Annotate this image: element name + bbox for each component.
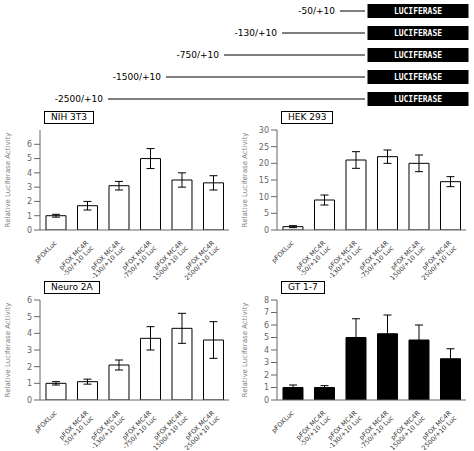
- svg-text:Relative Luciferase Activity: Relative Luciferase Activity: [241, 133, 249, 228]
- svg-text:0: 0: [264, 396, 269, 405]
- svg-text:0: 0: [264, 226, 269, 235]
- svg-text:pFOX MC4R-2500/+10 Luc: pFOX MC4R-2500/+10 Luc: [176, 239, 221, 280]
- svg-text:6: 6: [27, 296, 32, 305]
- svg-text:2: 2: [27, 363, 32, 372]
- svg-text:LUCIFERASE: LUCIFERASE: [394, 29, 442, 38]
- svg-text:7: 7: [264, 308, 269, 317]
- svg-text:pFOX MC4R-1500/+10 Luc: pFOX MC4R-1500/+10 Luc: [145, 409, 190, 450]
- svg-text:6: 6: [264, 321, 269, 330]
- svg-text:1: 1: [27, 212, 32, 221]
- svg-text:LUCIFERASE: LUCIFERASE: [394, 95, 442, 104]
- svg-text:LUCIFERASE: LUCIFERASE: [394, 7, 442, 16]
- svg-text:30: 30: [259, 126, 269, 135]
- svg-text:6: 6: [27, 140, 32, 149]
- svg-text:Relative Luciferase Activity: Relative Luciferase Activity: [8, 133, 12, 228]
- svg-text:4: 4: [27, 169, 32, 178]
- html-text:Neuro 2A: Neuro 2A: [51, 281, 93, 292]
- svg-text:-750/+10: -750/+10: [177, 50, 220, 60]
- svg-text:2: 2: [27, 197, 32, 206]
- svg-text:-130/+10: -130/+10: [235, 28, 278, 38]
- svg-text:5: 5: [27, 313, 32, 322]
- svg-text:3: 3: [264, 358, 269, 367]
- svg-text:pFOXLuc: pFOXLuc: [270, 239, 296, 265]
- svg-text:4: 4: [264, 346, 269, 355]
- svg-text:LUCIFERASE: LUCIFERASE: [394, 73, 442, 82]
- svg-text:Relative Luciferase Activity: Relative Luciferase Activity: [241, 303, 249, 398]
- svg-text:pFOX MC4R-750/+10 Luc: pFOX MC4R-750/+10 Luc: [116, 409, 158, 450]
- svg-text:5: 5: [264, 209, 269, 218]
- svg-text:pFOX MC4R-50/+10 Luc: pFOX MC4R-50/+10 Luc: [293, 409, 332, 448]
- svg-text:4: 4: [27, 329, 32, 338]
- svg-text:pFOX MC4R-130/+10 Luc: pFOX MC4R-130/+10 Luc: [85, 239, 127, 280]
- svg-text:pFOX MC4R-750/+10 Luc: pFOX MC4R-750/+10 Luc: [353, 409, 395, 450]
- svg-text:0: 0: [27, 226, 32, 235]
- svg-text:pFOX MC4R-50/+10 Luc: pFOX MC4R-50/+10 Luc: [293, 239, 332, 278]
- svg-text:-50/+10: -50/+10: [298, 6, 335, 16]
- svg-text:1: 1: [264, 383, 269, 392]
- html-text:HEK 293: HEK 293: [288, 111, 327, 122]
- svg-text:pFOX MC4R-2500/+10 Luc: pFOX MC4R-2500/+10 Luc: [413, 239, 458, 280]
- svg-text:pFOX MC4R-50/+10 Luc: pFOX MC4R-50/+10 Luc: [56, 409, 95, 448]
- svg-text:pFOX MC4R-130/+10 Luc: pFOX MC4R-130/+10 Luc: [322, 409, 364, 450]
- svg-text:pFOXLuc: pFOXLuc: [270, 409, 296, 435]
- html-text:GT 1-7: GT 1-7: [288, 281, 318, 292]
- svg-text:pFOX MC4R-130/+10 Luc: pFOX MC4R-130/+10 Luc: [85, 409, 127, 450]
- svg-text:pFOX MC4R-50/+10 Luc: pFOX MC4R-50/+10 Luc: [56, 239, 95, 278]
- svg-text:pFOX MC4R-130/+10 Luc: pFOX MC4R-130/+10 Luc: [322, 239, 364, 280]
- svg-text:pFOX MC4R-750/+10 Luc: pFOX MC4R-750/+10 Luc: [116, 239, 158, 280]
- svg-text:pFOX MC4R-1500/+10 Luc: pFOX MC4R-1500/+10 Luc: [382, 239, 427, 280]
- svg-text:3: 3: [27, 346, 32, 355]
- svg-text:Relative Luciferase Activity: Relative Luciferase Activity: [8, 303, 12, 398]
- svg-text:pFOXLuc: pFOXLuc: [33, 409, 59, 435]
- svg-text:pFOX MC4R-2500/+10 Luc: pFOX MC4R-2500/+10 Luc: [413, 409, 458, 450]
- svg-text:3: 3: [27, 183, 32, 192]
- svg-text:15: 15: [259, 176, 269, 185]
- svg-text:5: 5: [264, 333, 269, 342]
- svg-text:pFOXLuc: pFOXLuc: [33, 239, 59, 265]
- svg-text:1: 1: [27, 379, 32, 388]
- html-text:NIH 3T3: NIH 3T3: [51, 111, 87, 122]
- svg-text:25: 25: [259, 143, 269, 152]
- svg-text:20: 20: [259, 159, 269, 168]
- svg-text:10: 10: [259, 193, 269, 202]
- svg-text:-2500/+10: -2500/+10: [55, 94, 103, 104]
- svg-text:-1500/+10: -1500/+10: [113, 72, 161, 82]
- svg-text:pFOX MC4R-750/+10 Luc: pFOX MC4R-750/+10 Luc: [353, 239, 395, 280]
- svg-text:pFOX MC4R-1500/+10 Luc: pFOX MC4R-1500/+10 Luc: [382, 409, 427, 450]
- svg-text:8: 8: [264, 296, 269, 305]
- svg-text:LUCIFERASE: LUCIFERASE: [394, 51, 442, 60]
- svg-text:pFOX MC4R-1500/+10 Luc: pFOX MC4R-1500/+10 Luc: [145, 239, 190, 280]
- svg-text:pFOX MC4R-2500/+10 Luc: pFOX MC4R-2500/+10 Luc: [176, 409, 221, 450]
- svg-text:0: 0: [27, 396, 32, 405]
- svg-text:5: 5: [27, 154, 32, 163]
- svg-text:2: 2: [264, 371, 269, 380]
